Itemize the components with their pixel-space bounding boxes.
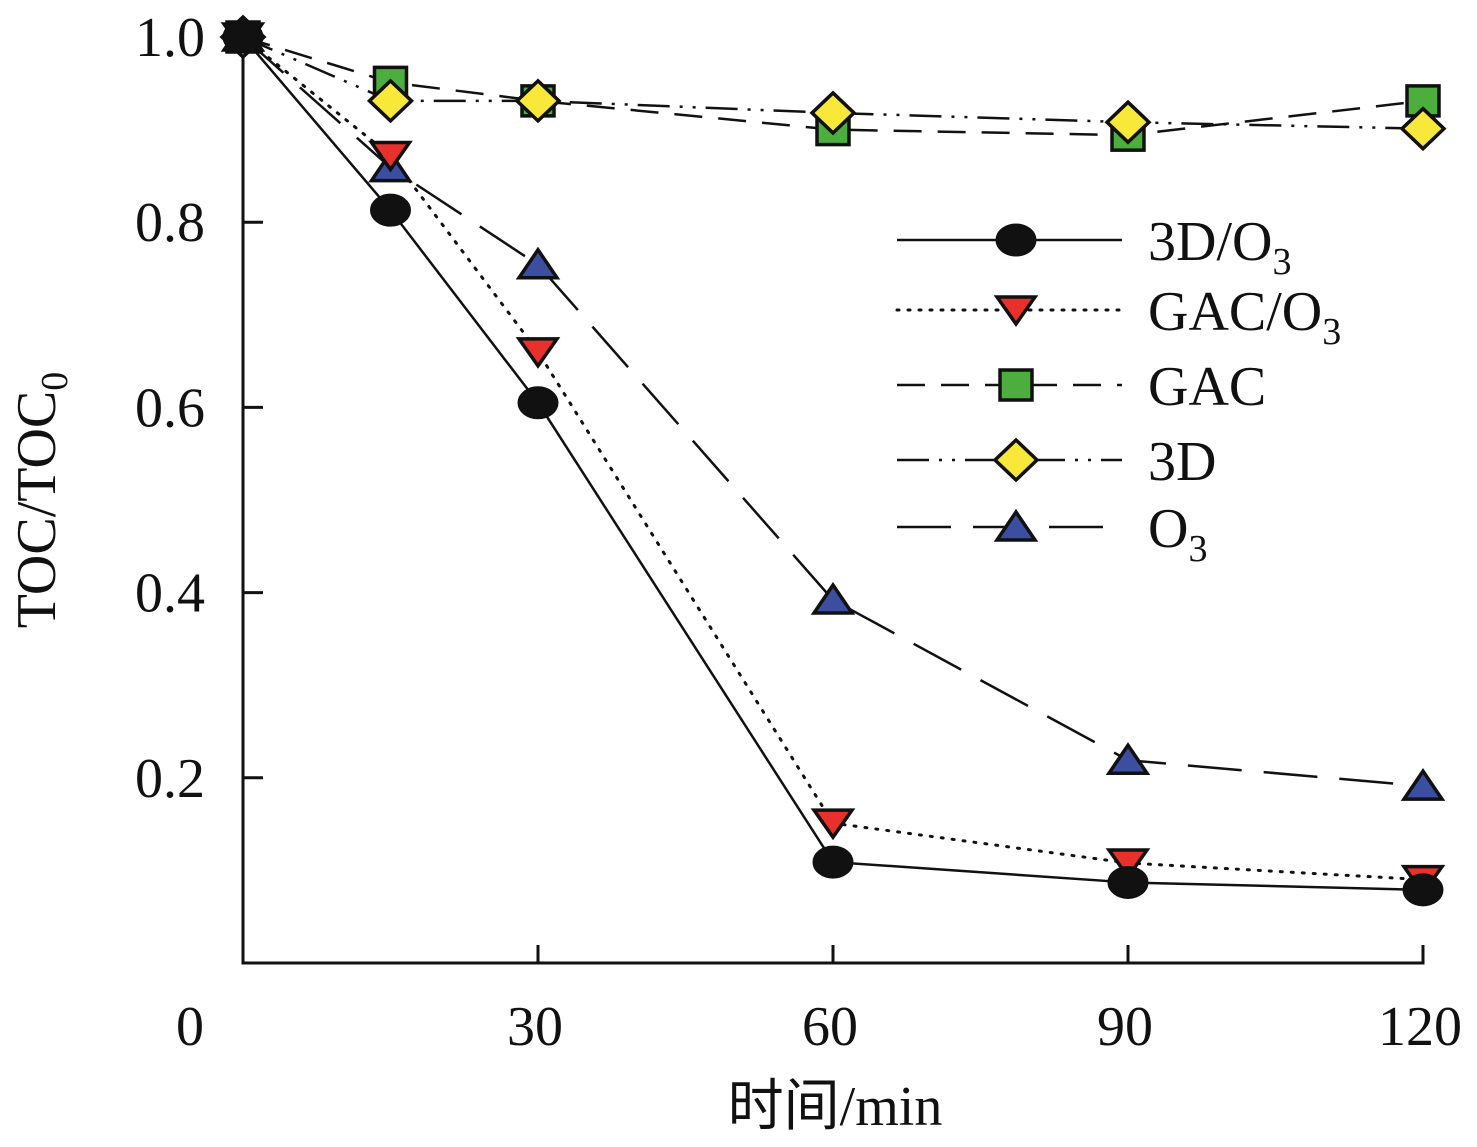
legend-label-subscript: 3 xyxy=(1272,241,1291,283)
data-point xyxy=(366,78,415,124)
legend-label-main: GAC/O xyxy=(1148,281,1322,343)
legend-label-main: O xyxy=(1148,498,1188,560)
data-point xyxy=(809,90,857,136)
data-point xyxy=(810,581,856,615)
axes: 0.2 0.4 0.6 0.8 1.0 0 30 60 90 120 xyxy=(135,7,1462,1058)
legend-label: GAC/O3 xyxy=(1148,281,1341,353)
y-axis-title-main: TOC/TOC xyxy=(6,391,68,629)
legend-label: 3D/O3 xyxy=(1148,211,1291,283)
legend-label-main: 3D/O xyxy=(1148,211,1272,273)
y-tick-label: 0.2 xyxy=(135,748,205,810)
series-layer xyxy=(219,14,1447,907)
legend-label: 3D xyxy=(1148,431,1216,493)
data-point xyxy=(1105,742,1151,775)
legend-item: GAC/O3 xyxy=(895,281,1341,353)
legend-label-subscript: 3 xyxy=(1322,311,1341,353)
data-point xyxy=(515,246,561,280)
legend-marker-circle xyxy=(995,223,1037,257)
series-line-gac-o3 xyxy=(241,35,1425,882)
data-point xyxy=(1402,873,1444,907)
data-point xyxy=(1105,848,1151,881)
series-markers-3d-o3 xyxy=(222,20,1444,907)
series-line-3d-o3 xyxy=(242,36,1424,892)
legend-marker-triangle-down xyxy=(993,295,1039,328)
series-line-o3 xyxy=(242,36,1424,788)
data-point xyxy=(222,20,264,54)
data-point xyxy=(1399,106,1447,152)
legend-item: GAC xyxy=(897,356,1266,418)
legend-marker-square xyxy=(998,368,1034,402)
legend-label-main: 3D xyxy=(1148,431,1216,493)
data-point xyxy=(368,140,413,173)
data-point xyxy=(810,808,856,841)
x-tick-label: 60 xyxy=(802,996,858,1058)
x-tick-label: 30 xyxy=(507,996,563,1058)
data-point xyxy=(514,78,562,124)
x-tick-label: 90 xyxy=(1097,996,1153,1058)
series-markers-gac-o3 xyxy=(220,22,1446,897)
data-point xyxy=(812,845,854,879)
y-axis-title: TOC/TOC0 xyxy=(6,372,76,629)
legend-label: O3 xyxy=(1148,498,1207,570)
data-point xyxy=(370,193,411,227)
legend-item: 3D/O3 xyxy=(897,211,1291,283)
legend-marker-triangle-up xyxy=(993,508,1039,542)
legend-label-main: GAC xyxy=(1148,356,1266,418)
y-tick-label: 0.6 xyxy=(135,377,205,439)
y-tick-label: 0.8 xyxy=(135,192,205,254)
y-axis-title-subscript: 0 xyxy=(34,372,76,391)
data-point xyxy=(1107,865,1149,899)
y-tick-label: 1.0 xyxy=(135,7,205,69)
data-point xyxy=(1400,768,1446,801)
data-point xyxy=(515,337,561,369)
data-point xyxy=(1104,99,1152,145)
data-point xyxy=(517,386,559,420)
x-tick-label: 0 xyxy=(176,996,204,1058)
legend-item: O3 xyxy=(897,498,1207,570)
x-axis-title: 时间/min xyxy=(728,1076,943,1138)
legend-marker-diamond xyxy=(992,437,1040,483)
legend-label-subscript: 3 xyxy=(1188,528,1207,570)
legend-label: GAC xyxy=(1148,356,1266,418)
y-tick-label: 0.4 xyxy=(135,563,205,625)
series-line-gac xyxy=(242,35,1424,137)
legend-item: 3D xyxy=(897,431,1216,493)
x-tick-label: 120 xyxy=(1378,996,1462,1058)
